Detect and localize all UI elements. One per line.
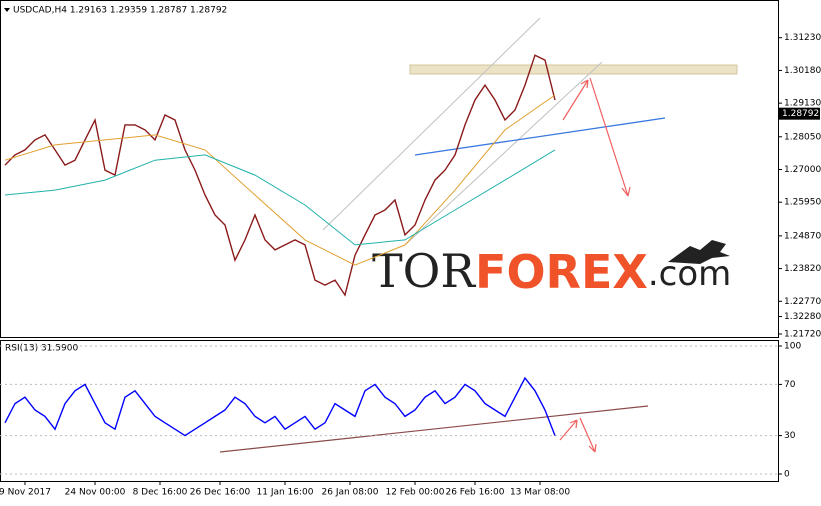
- y-tick-label: 1.32280: [784, 312, 821, 322]
- x-tick-label: 26 Dec 16:00: [190, 488, 251, 498]
- x-tick-label: 8 Dec 16:00: [133, 488, 188, 498]
- y-tick-label: 1.27000: [784, 165, 821, 175]
- series-line: [4, 94, 556, 266]
- resistance-zone: [409, 64, 738, 75]
- y-tick-label: 1.30180: [784, 66, 821, 76]
- x-tick-label: 26 Feb 16:00: [445, 488, 504, 498]
- x-tick-label: 26 Jan 08:00: [322, 488, 379, 498]
- symbol-dropdown-icon[interactable]: [4, 8, 10, 12]
- series-line: [4, 376, 556, 437]
- arrow-up: [562, 79, 589, 121]
- channel-line: [404, 61, 603, 246]
- rsi-trendline: [219, 405, 649, 453]
- x-tick-label: 12 Feb 00:00: [385, 488, 444, 498]
- y-tick-label: 0: [784, 470, 790, 480]
- y-tick-label: 100: [784, 342, 801, 352]
- y-tick-label: 1.24870: [784, 231, 821, 241]
- rsi-arrow-down: [579, 417, 597, 453]
- bull-icon: [668, 240, 730, 264]
- watermark-part: .com: [648, 254, 731, 294]
- x-tick-label: 13 Mar 08:00: [510, 488, 570, 498]
- y-tick-label: 70: [784, 380, 796, 390]
- series-line: [4, 54, 556, 297]
- rsi-panel-frame: [0, 340, 779, 482]
- watermark-part: FOREX: [475, 245, 648, 299]
- watermark: TORFOREX.com: [372, 244, 731, 299]
- last-price-label: 1.28792: [782, 109, 819, 119]
- y-tick-label: 1.28050: [784, 132, 821, 142]
- y-tick-label: 1.25950: [784, 198, 821, 208]
- last-price-box: [779, 107, 820, 120]
- y-tick-label: 1.31230: [784, 33, 821, 43]
- forecast-arrows: [559, 77, 631, 453]
- rsi-arrow-up: [559, 419, 578, 441]
- watermark-part: TOR: [372, 244, 476, 298]
- series-line: [4, 149, 556, 246]
- x-tick-label: 11 Jan 16:00: [257, 488, 314, 498]
- logo-icon: [668, 240, 730, 264]
- y-tick-label: 1.29130: [784, 99, 821, 109]
- y-tick-label: 30: [784, 431, 796, 441]
- y-tick-label: 1.21720: [784, 330, 821, 340]
- x-tick-label: 9 Nov 2017: [0, 488, 51, 498]
- y-tick-label: 1.23820: [784, 264, 821, 274]
- price-chart-title: USDCAD,H4 1.29163 1.29359 1.28787 1.2879…: [13, 6, 227, 16]
- x-tick-label: 24 Nov 00:00: [65, 488, 126, 498]
- y-tick-label: 1.22770: [784, 297, 821, 307]
- arrow-down: [589, 77, 631, 197]
- rsi-title: RSI(13) 31.5900: [5, 344, 78, 354]
- channel-line: [322, 17, 541, 231]
